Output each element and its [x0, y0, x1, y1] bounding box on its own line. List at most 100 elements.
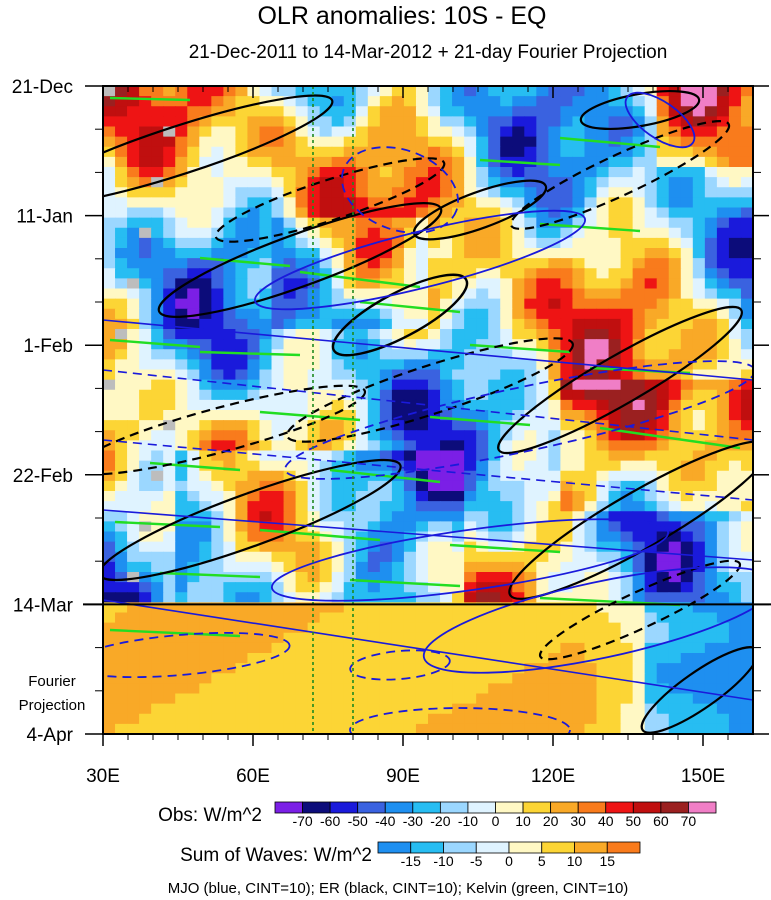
heat-cell	[211, 572, 224, 583]
heat-cell	[704, 420, 718, 431]
heat-cell	[211, 602, 224, 614]
heat-cell	[632, 237, 646, 249]
heat-cell	[476, 420, 489, 431]
heat-cell	[151, 653, 164, 664]
heat-cell	[187, 308, 200, 320]
reference-longitude-lines	[312, 86, 354, 734]
heat-cell	[668, 632, 682, 644]
heat-cell	[295, 116, 309, 128]
heat-cell	[151, 673, 164, 684]
heat-cell	[596, 693, 610, 705]
heat-cell	[115, 541, 128, 553]
heat-cell	[440, 349, 453, 360]
heat-cell	[235, 329, 249, 340]
heat-cell	[524, 531, 537, 543]
heat-cell	[608, 663, 622, 674]
heat-cell	[692, 116, 706, 128]
heat-cell	[584, 329, 598, 340]
heat-cell	[391, 227, 405, 239]
heat-cell	[223, 723, 237, 734]
heat-cell	[572, 288, 586, 300]
heat-cell	[235, 612, 249, 624]
heat-cell	[391, 268, 405, 279]
heat-cell	[584, 308, 598, 320]
heat-cell	[187, 551, 200, 563]
heat-cell	[560, 237, 574, 249]
heat-cell	[500, 359, 513, 371]
heat-cell	[464, 460, 477, 472]
heat-cell	[223, 349, 237, 360]
heat-cell	[428, 278, 441, 290]
heat-cell	[584, 298, 598, 310]
heat-cell	[319, 329, 333, 340]
heat-cell	[548, 106, 562, 117]
heat-cell	[175, 359, 188, 371]
heat-cell	[656, 278, 670, 290]
heat-cell	[740, 116, 753, 128]
heat-cell	[403, 693, 417, 705]
heat-cell	[668, 491, 682, 502]
heat-cell	[452, 703, 465, 715]
heat-cell	[103, 683, 116, 695]
heat-cell	[680, 369, 694, 381]
heat-cell	[199, 410, 212, 421]
heat-cell	[728, 703, 742, 715]
heat-cell	[740, 227, 753, 239]
heat-cell	[127, 460, 140, 472]
heat-cell	[596, 572, 610, 583]
heat-cell	[415, 713, 429, 725]
heat-cell	[716, 237, 730, 249]
heat-cell	[115, 136, 128, 148]
heat-cell	[187, 248, 200, 259]
heat-cell	[512, 268, 525, 279]
heat-cell	[331, 187, 345, 198]
heat-cell	[175, 248, 188, 259]
heat-cell	[524, 187, 537, 198]
heat-cell	[343, 217, 357, 229]
heat-cell	[403, 96, 417, 107]
heat-cell	[151, 116, 164, 128]
heat-cell	[331, 308, 345, 320]
heat-cell	[139, 723, 152, 734]
heat-cell	[355, 308, 369, 320]
heat-cell	[488, 177, 501, 188]
heat-cell	[283, 308, 297, 320]
heat-cell	[331, 541, 345, 553]
heat-cell	[608, 410, 622, 421]
heat-cell	[355, 663, 369, 674]
heat-cell	[175, 86, 188, 97]
heat-cell	[596, 146, 610, 158]
obs-colorbar-label: Obs: W/m^2	[158, 805, 262, 826]
heat-cell	[572, 318, 586, 330]
heat-cell	[355, 278, 369, 290]
heat-cell	[680, 480, 694, 492]
heat-cell	[716, 217, 730, 229]
heat-cell	[524, 329, 537, 340]
heat-cell	[283, 136, 297, 148]
heat-cell	[127, 663, 140, 674]
heat-cell	[656, 572, 670, 583]
heat-cell	[307, 703, 321, 715]
heat-cell	[343, 470, 357, 482]
heat-cell	[247, 430, 261, 441]
heat-cell	[391, 460, 405, 472]
heat-cell	[175, 622, 188, 634]
waves-colorbar-swatch	[574, 841, 608, 854]
heat-cell	[428, 653, 441, 664]
heat-cell	[211, 410, 224, 421]
heat-cell	[716, 511, 730, 522]
heat-cell	[223, 389, 237, 401]
heat-cell	[379, 602, 393, 614]
heat-cell	[403, 491, 417, 502]
heat-cell	[391, 298, 405, 310]
heat-cell	[235, 359, 249, 371]
heat-cell	[440, 561, 453, 573]
heat-cell	[488, 693, 501, 705]
heat-cell	[355, 156, 369, 168]
heat-cell	[355, 227, 369, 239]
heat-cell	[235, 703, 249, 715]
heat-cell	[127, 156, 140, 168]
heat-cell	[223, 318, 237, 330]
heat-cell	[512, 460, 525, 472]
